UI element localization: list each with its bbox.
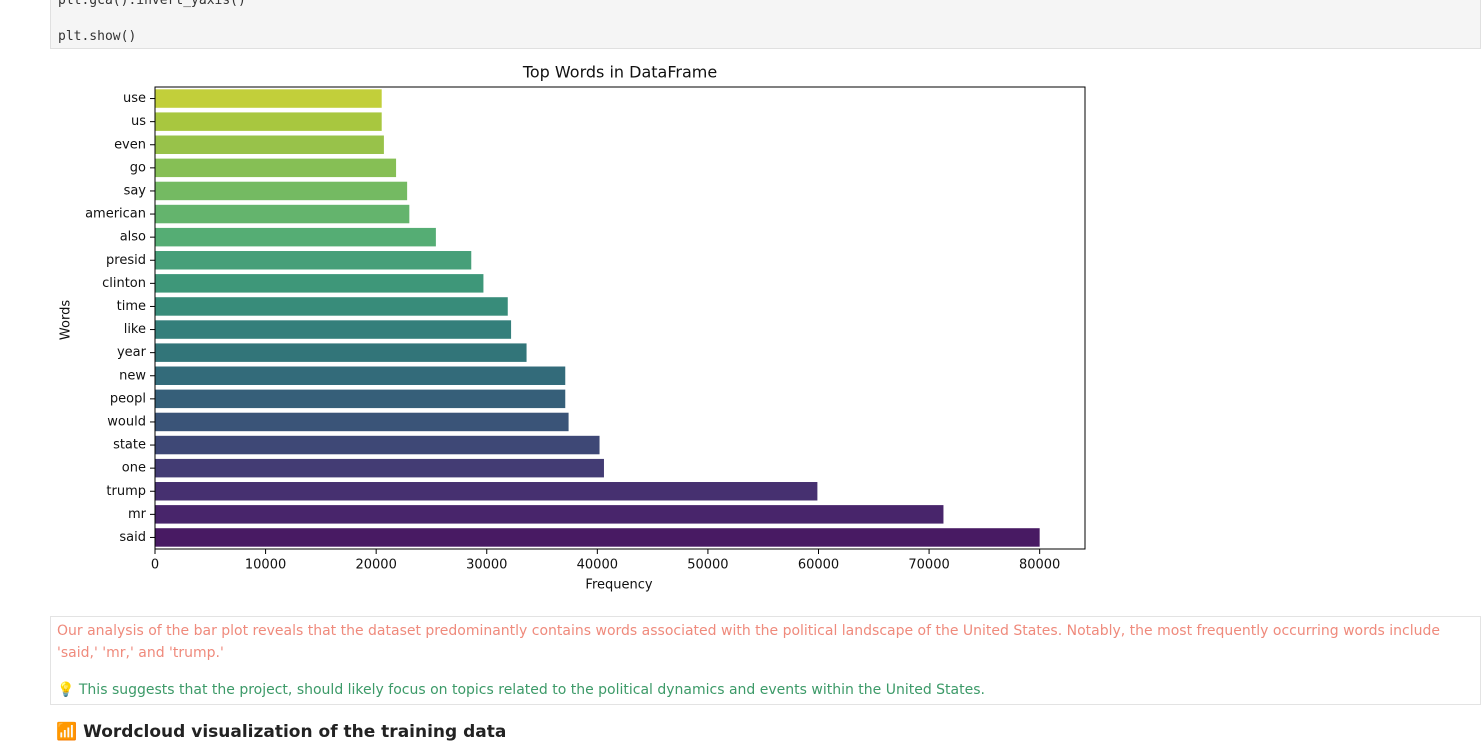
y-axis-label: Words — [59, 300, 74, 340]
y-tick-label: even — [114, 137, 146, 152]
y-tick-label: clinton — [102, 276, 146, 291]
y-tick-label: mr — [128, 507, 147, 522]
x-tick-label: 30000 — [466, 558, 507, 573]
axes-frame — [154, 86, 1086, 550]
y-tick-label: american — [85, 207, 146, 222]
y-tick-label: said — [119, 530, 146, 545]
bar — [155, 412, 569, 432]
x-tick-label: 70000 — [908, 558, 949, 573]
y-tick-label: one — [122, 461, 146, 476]
bar — [155, 251, 472, 270]
section-heading: 📶 Wordcloud visualization of the trainin… — [56, 722, 507, 742]
bar — [155, 320, 512, 339]
code-line: plt.gca().invert_yaxis() — [58, 0, 246, 8]
y-tick-label: year — [117, 345, 147, 360]
suggestion-text: 💡 This suggests that the project, should… — [57, 682, 985, 698]
bar — [155, 135, 384, 154]
y-tick-label: presid — [106, 253, 146, 268]
code-line: plt.show() — [58, 29, 137, 44]
y-tick-label: new — [119, 368, 146, 383]
bar — [155, 158, 397, 178]
chart-title: Top Words in DataFrame — [522, 63, 717, 82]
x-tick-label: 60000 — [798, 558, 839, 573]
observation-text: Our analysis of the bar plot reveals tha… — [57, 623, 1440, 661]
markdown-cell: Our analysis of the bar plot reveals tha… — [50, 616, 1481, 705]
bar — [155, 505, 944, 524]
bar — [155, 204, 410, 224]
x-tick-label: 0 — [151, 558, 159, 573]
bar — [155, 89, 382, 108]
x-axis-label: Frequency — [585, 578, 652, 593]
x-tick-label: 50000 — [687, 558, 728, 573]
bar — [155, 435, 600, 455]
chart: Top Words in DataFrame Frequency Words 0… — [59, 63, 1086, 593]
bar — [155, 297, 508, 316]
bar — [155, 112, 382, 131]
y-tick-label: time — [117, 299, 146, 314]
y-tick-label: would — [107, 414, 146, 429]
bar — [155, 181, 408, 201]
x-tick-label: 10000 — [245, 558, 286, 573]
y-tick-label: state — [113, 438, 146, 453]
y-tick-label: us — [131, 114, 146, 129]
bar — [155, 227, 436, 247]
x-tick-label: 20000 — [355, 558, 396, 573]
y-tick-label: also — [120, 230, 146, 245]
bar — [155, 366, 566, 385]
y-tick-label: like — [124, 322, 146, 337]
bar — [155, 343, 527, 362]
y-tick-label: say — [124, 183, 147, 198]
bar — [155, 274, 484, 293]
bar — [155, 528, 1040, 547]
bar — [155, 482, 818, 501]
y-tick-label: trump — [106, 484, 146, 499]
x-tick-label: 80000 — [1019, 558, 1060, 573]
bar — [155, 389, 566, 409]
code-cell[interactable]: plt.gca().invert_yaxis() plt.show() — [50, 0, 1481, 49]
bar — [155, 458, 604, 478]
y-tick-label: go — [130, 160, 146, 175]
y-tick-label: use — [123, 91, 146, 106]
y-tick-label: peopl — [110, 391, 146, 406]
x-tick-label: 40000 — [577, 558, 618, 573]
